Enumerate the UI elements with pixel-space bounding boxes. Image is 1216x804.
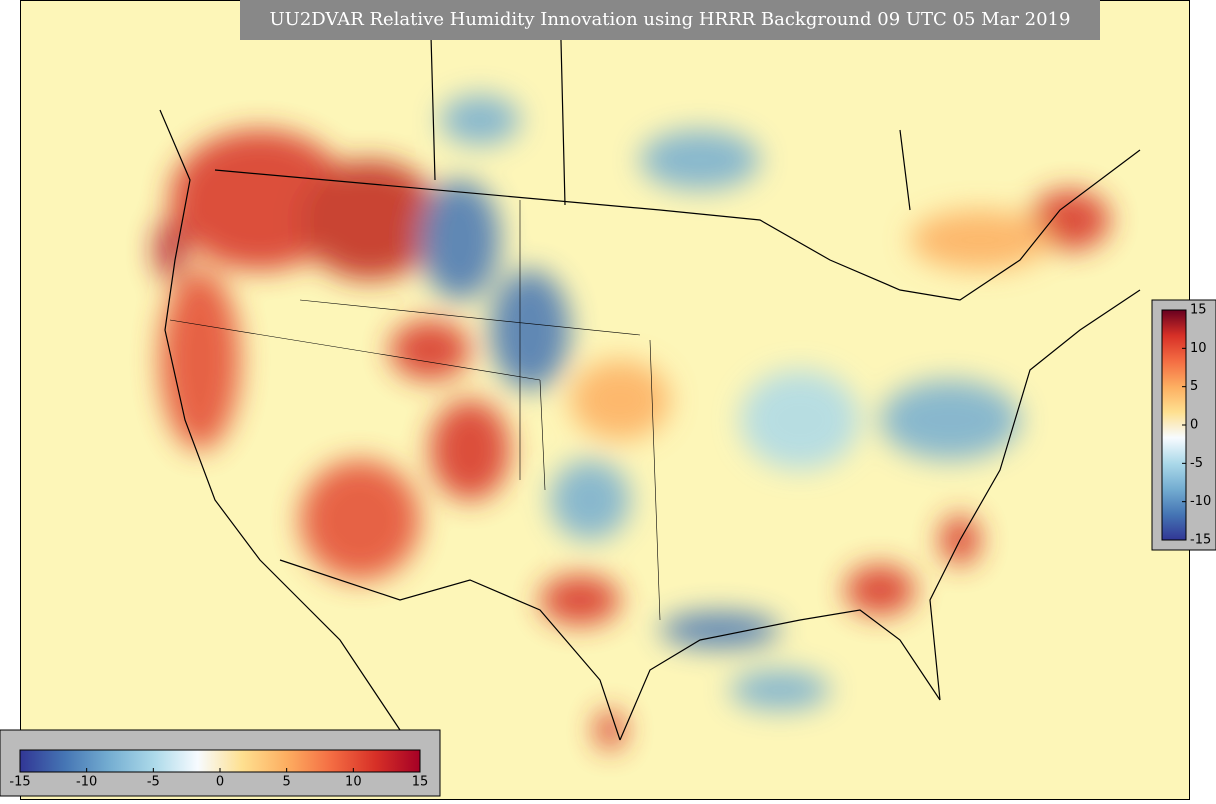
tick-label: 5 [1190, 379, 1198, 394]
tick-label: -15 [1190, 533, 1211, 548]
tick-label: 15 [1190, 303, 1207, 318]
tick-label: 10 [345, 775, 362, 790]
map [20, 0, 1190, 800]
tick-label: -10 [76, 775, 97, 790]
tick-label: -5 [147, 775, 160, 790]
border [214, 149, 1141, 301]
tick-label: 0 [216, 775, 224, 790]
tick-label: 0 [1190, 418, 1198, 433]
tick-label: 10 [1190, 341, 1207, 356]
tick-label: 5 [283, 775, 291, 790]
coastline [929, 289, 1141, 701]
tick-label: -10 [1190, 494, 1211, 509]
tick-label: 15 [412, 775, 429, 790]
title: UU2DVAR Relative Humidity Innovation usi… [270, 9, 1071, 30]
state-line [169, 200, 661, 621]
boundaries [159, 0, 1141, 761]
tick-label: -15 [9, 775, 30, 790]
coastline [619, 609, 941, 741]
tick-label: -5 [1190, 456, 1203, 471]
field [155, 95, 1110, 750]
coastline [159, 109, 421, 761]
border [279, 559, 621, 741]
title-box [240, 0, 1100, 40]
